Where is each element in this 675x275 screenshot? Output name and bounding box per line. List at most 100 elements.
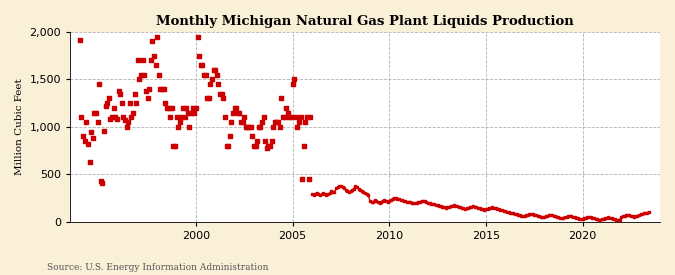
Point xyxy=(215,91,225,96)
Point xyxy=(171,115,182,120)
Point xyxy=(161,106,172,110)
Point xyxy=(131,101,142,105)
Point xyxy=(101,104,111,108)
Point xyxy=(86,129,97,134)
Point xyxy=(276,96,287,101)
Point xyxy=(186,110,196,115)
Point xyxy=(200,72,211,77)
Point xyxy=(115,91,126,96)
Point xyxy=(244,125,254,129)
Point xyxy=(169,144,180,148)
Point xyxy=(268,125,279,129)
Point xyxy=(226,120,237,124)
Point xyxy=(148,53,159,58)
Point xyxy=(258,115,269,120)
Point xyxy=(277,115,288,120)
Point xyxy=(89,110,100,115)
Point xyxy=(295,115,306,120)
Point xyxy=(136,72,146,77)
Point xyxy=(128,110,138,115)
Point xyxy=(157,87,167,91)
Point xyxy=(240,125,251,129)
Point xyxy=(142,96,153,101)
Point xyxy=(190,106,201,110)
Point xyxy=(286,115,296,120)
Point xyxy=(192,34,203,39)
Point xyxy=(300,120,311,124)
Point xyxy=(79,139,90,143)
Point xyxy=(140,89,151,93)
Point xyxy=(174,120,185,124)
Point xyxy=(166,106,177,110)
Point xyxy=(116,101,127,105)
Point xyxy=(81,120,92,124)
Point xyxy=(160,101,171,105)
Point xyxy=(239,115,250,120)
Point xyxy=(87,136,98,141)
Point xyxy=(119,118,130,122)
Point xyxy=(207,77,217,82)
Point xyxy=(298,144,309,148)
Point xyxy=(231,106,242,110)
Point xyxy=(122,125,132,129)
Point xyxy=(95,179,106,183)
Point xyxy=(90,110,101,115)
Point xyxy=(273,120,284,124)
Y-axis label: Million Cubic Feet: Million Cubic Feet xyxy=(15,78,24,175)
Point xyxy=(168,144,179,148)
Point xyxy=(82,142,93,146)
Point xyxy=(139,72,150,77)
Point xyxy=(253,125,264,129)
Point xyxy=(134,77,145,82)
Point xyxy=(152,34,163,39)
Point xyxy=(181,106,192,110)
Point xyxy=(102,101,113,105)
Point xyxy=(173,125,184,129)
Point xyxy=(227,110,238,115)
Point xyxy=(182,110,193,115)
Point xyxy=(103,96,114,101)
Point xyxy=(178,106,188,110)
Point xyxy=(153,72,164,77)
Point xyxy=(187,106,198,110)
Point xyxy=(197,63,208,67)
Point xyxy=(113,89,124,93)
Point xyxy=(92,120,103,124)
Point xyxy=(218,96,229,101)
Point xyxy=(202,96,213,101)
Point xyxy=(184,125,195,129)
Point xyxy=(289,77,300,82)
Point xyxy=(213,82,224,86)
Point xyxy=(265,144,275,148)
Point xyxy=(84,160,95,164)
Point xyxy=(234,110,245,115)
Point xyxy=(180,115,190,120)
Point xyxy=(284,115,295,120)
Point xyxy=(266,139,277,143)
Point xyxy=(255,125,266,129)
Point xyxy=(219,115,230,120)
Point xyxy=(151,63,161,67)
Point xyxy=(203,96,214,101)
Point xyxy=(274,125,285,129)
Point xyxy=(97,181,108,185)
Point xyxy=(107,115,117,120)
Point xyxy=(176,115,187,120)
Point xyxy=(297,177,308,181)
Point xyxy=(132,58,143,63)
Point xyxy=(292,125,303,129)
Point xyxy=(111,117,122,122)
Point xyxy=(287,82,298,86)
Point xyxy=(281,106,292,110)
Point xyxy=(248,144,259,148)
Point xyxy=(250,144,261,148)
Point xyxy=(194,53,205,58)
Point xyxy=(305,115,316,120)
Point xyxy=(263,144,274,148)
Point xyxy=(221,144,232,148)
Point xyxy=(123,120,134,124)
Point xyxy=(99,128,109,133)
Point xyxy=(76,115,87,120)
Point xyxy=(108,106,119,110)
Point xyxy=(144,87,155,91)
